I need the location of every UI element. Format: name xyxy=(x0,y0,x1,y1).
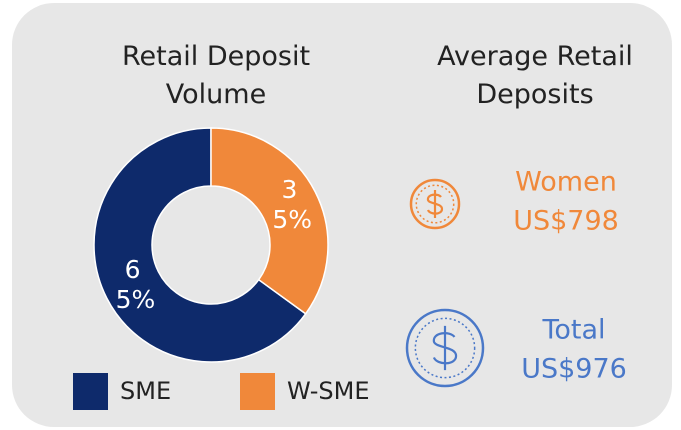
deposit-label: Women xyxy=(515,167,617,198)
coin-inner xyxy=(414,317,476,379)
donut-segment xyxy=(93,127,307,363)
donut-segment xyxy=(210,127,329,315)
deposit-value: US$798 xyxy=(513,206,619,237)
dollar-glyph xyxy=(426,190,444,218)
legend-swatch xyxy=(73,373,108,410)
legend-swatch xyxy=(240,373,275,410)
data-label: 35% xyxy=(272,175,313,235)
chart-title: Retail Deposit Volume xyxy=(121,41,311,110)
dollar-glyph xyxy=(432,325,458,371)
coin-inner xyxy=(415,184,455,224)
data-label: 65% xyxy=(115,254,156,314)
deposit-value: US$976 xyxy=(521,354,627,385)
legend-label: SME xyxy=(120,377,171,405)
coin-icon xyxy=(409,178,461,230)
deposits-title: Average Retail Deposits xyxy=(437,41,633,110)
deposit-label: Total xyxy=(541,315,605,346)
legend-label: W-SME xyxy=(287,377,370,405)
coin-icon xyxy=(405,308,485,388)
